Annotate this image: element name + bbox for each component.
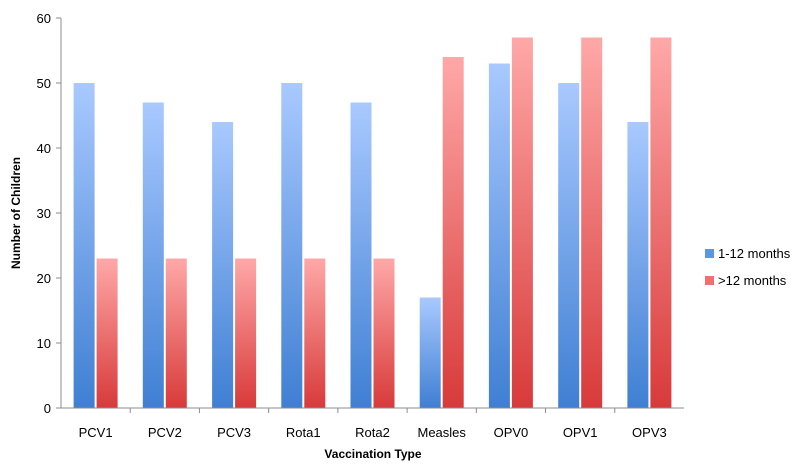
bar-opv0-series-1 bbox=[488, 63, 510, 408]
bar-measles-series-1 bbox=[419, 297, 441, 408]
y-tick-label: 0 bbox=[44, 401, 51, 416]
y-tick-label: 30 bbox=[37, 206, 51, 221]
x-axis-title: Vaccination Type bbox=[324, 447, 421, 461]
bar-opv3-series-2 bbox=[650, 37, 672, 408]
bar-pcv2-series-2 bbox=[165, 258, 187, 408]
y-axis-title: Number of Children bbox=[9, 157, 23, 269]
bar-pcv3-series-2 bbox=[235, 258, 257, 408]
y-tick-label: 40 bbox=[37, 141, 51, 156]
bars-layer bbox=[73, 37, 672, 408]
legend-swatch-series-1 bbox=[705, 249, 714, 258]
bar-rota1-series-2 bbox=[304, 258, 326, 408]
x-tick-label-pcv3: PCV3 bbox=[217, 425, 251, 440]
x-tick-label-opv0: OPV0 bbox=[494, 425, 529, 440]
x-tick-label-measles: Measles bbox=[418, 425, 467, 440]
legend: 1-12 months >12 months bbox=[705, 246, 791, 288]
y-tick-label: 10 bbox=[37, 336, 51, 351]
bar-pcv1-series-2 bbox=[96, 258, 118, 408]
bar-pcv3-series-1 bbox=[212, 122, 234, 408]
bar-measles-series-2 bbox=[442, 57, 464, 408]
bar-rota2-series-1 bbox=[350, 102, 372, 408]
bar-pcv2-series-1 bbox=[142, 102, 164, 408]
x-tick-label-pcv1: PCV1 bbox=[79, 425, 113, 440]
x-tick-label-rota1: Rota1 bbox=[286, 425, 321, 440]
y-tick-label: 50 bbox=[37, 76, 51, 91]
x-tick-label-rota2: Rota2 bbox=[355, 425, 390, 440]
legend-label-series-2: >12 months bbox=[718, 273, 787, 288]
y-tick-label: 20 bbox=[37, 271, 51, 286]
bar-opv3-series-1 bbox=[627, 122, 649, 408]
bar-rota2-series-2 bbox=[373, 258, 395, 408]
bar-opv0-series-2 bbox=[511, 37, 533, 408]
bar-rota1-series-1 bbox=[281, 83, 303, 408]
y-tick-label: 60 bbox=[37, 11, 51, 26]
bar-opv1-series-2 bbox=[581, 37, 603, 408]
x-ticks: PCV1 PCV2 PCV3 Rota1 Rota2 Measles OPV0 OPV1 OPV… bbox=[79, 408, 667, 440]
x-tick-label-pcv2: PCV2 bbox=[148, 425, 182, 440]
x-tick-label-opv1: OPV1 bbox=[563, 425, 598, 440]
legend-label-series-1: 1-12 months bbox=[718, 246, 791, 261]
y-ticks: 0 10 20 30 40 50 60 bbox=[37, 11, 61, 416]
x-tick-label-opv3: OPV3 bbox=[632, 425, 667, 440]
bar-pcv1-series-1 bbox=[73, 83, 95, 408]
bar-opv1-series-1 bbox=[558, 83, 580, 408]
legend-swatch-series-2 bbox=[705, 276, 714, 285]
